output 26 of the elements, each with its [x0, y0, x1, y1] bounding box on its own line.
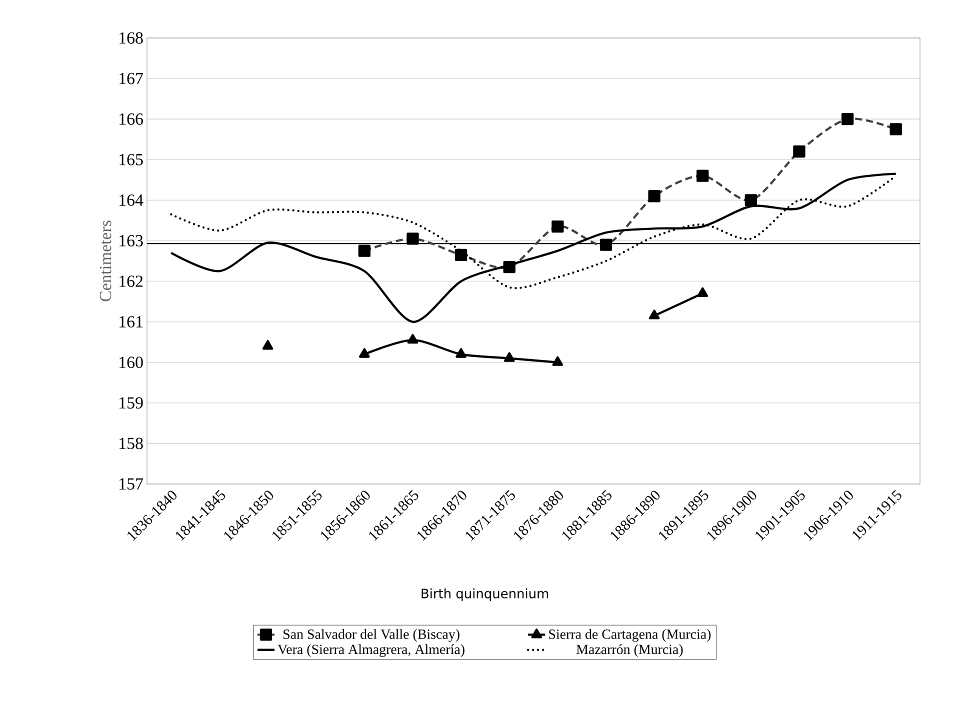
legend-label: San Salvador del Valle (Biscay)	[284, 629, 460, 642]
y-tick-label: 162	[120, 276, 143, 287]
legend-label: Sierra de Cartagena (Murcia)	[549, 629, 711, 642]
point	[552, 356, 564, 366]
y-tick-label: 164	[120, 194, 144, 206]
y-tick-label: 163	[120, 235, 143, 246]
legend-label: Vera (Sierra Almagrera, Almería)	[278, 644, 464, 657]
point	[504, 352, 515, 362]
y-tick-label: 157	[120, 478, 144, 490]
point	[648, 310, 660, 320]
y-tick-label: 160	[120, 356, 143, 368]
y-tick-label: 167	[120, 72, 144, 84]
y-axis-title: Centimeters	[100, 220, 112, 302]
y-tick-label: 165	[120, 154, 143, 166]
y-tick-label: 166	[120, 113, 143, 125]
y-tick-label: 161	[120, 316, 142, 328]
point	[262, 340, 274, 350]
y-tick-label: 159	[120, 397, 143, 409]
x-axis-title: Birth quinquennium	[422, 588, 548, 601]
point	[359, 348, 370, 358]
legend-label: Mazarrón (Murcia)	[576, 644, 683, 657]
point	[456, 348, 466, 358]
point	[697, 287, 708, 298]
y-tick-label: 168	[120, 32, 143, 44]
y-tick-label: 158	[120, 438, 143, 450]
point	[407, 334, 418, 344]
